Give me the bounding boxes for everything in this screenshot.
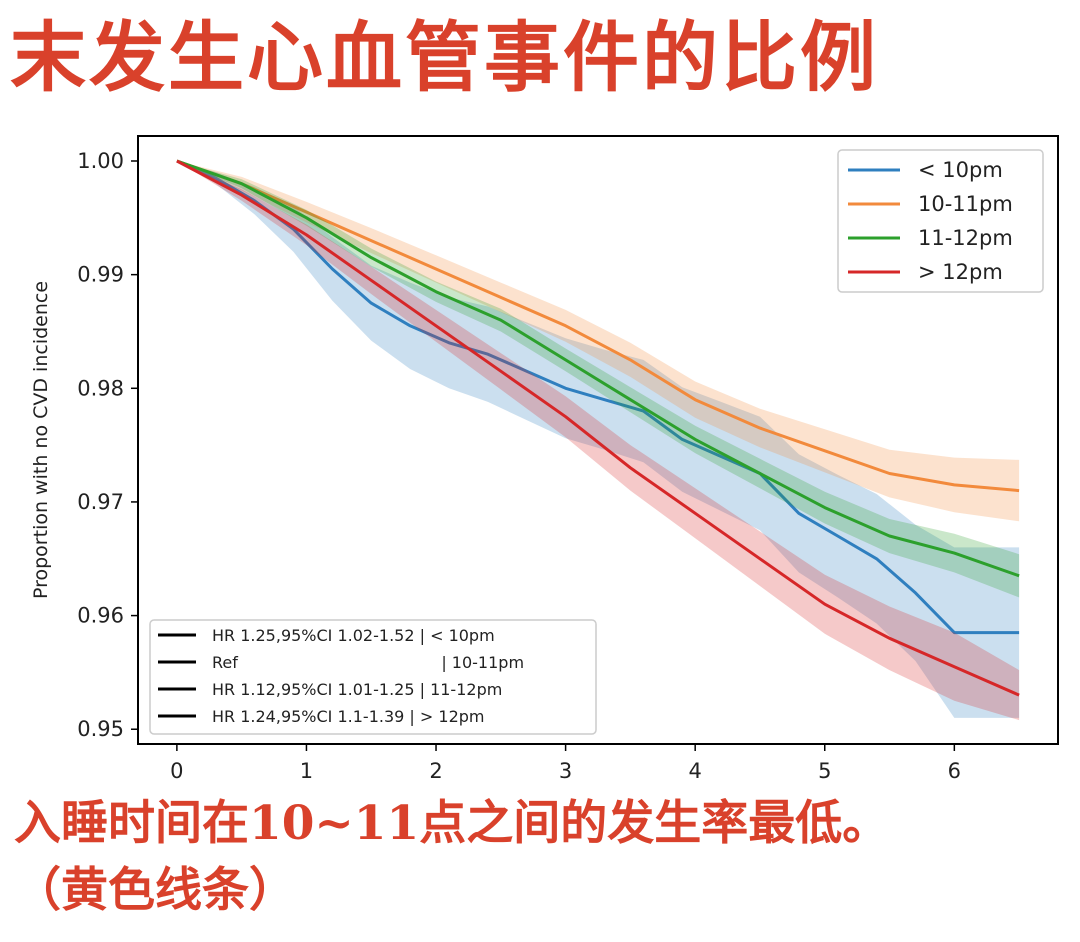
x-tick-label-3: 3 [559, 759, 572, 783]
legend-label-1: 10-11pm [918, 192, 1013, 216]
x-tick-label-4: 4 [688, 759, 701, 783]
ci-band-0 [176, 161, 1020, 718]
x-tick-label-5: 5 [818, 759, 831, 783]
axis-layer: 0 1 2 3 4 5 6 0.95 0.96 0.97 0.98 0.99 1.00 [77, 149, 961, 783]
legend-label-2: 11-12pm [918, 226, 1013, 250]
x-tick-label-2: 2 [429, 759, 442, 783]
survival-chart: 0 1 2 3 4 5 6 0.95 0.96 0.97 0.98 0.99 1.00 Proporti… [30, 135, 1059, 783]
series-legend: < 10pm 10-11pm 11-12pm > 12pm [837, 149, 1044, 293]
series-legend-box [837, 149, 1044, 293]
hr-legend-box [149, 619, 597, 735]
x-tick-label-0: 0 [170, 759, 183, 783]
legend-label-0: < 10pm [918, 158, 1003, 182]
series-line-1 [176, 159, 1020, 493]
page-title: 末发生心血管事件的比例 [10, 13, 879, 102]
y-tick-label-3: 0.98 [77, 376, 124, 400]
y-axis-label: Proportion with no CVD incidence [30, 281, 52, 599]
y-tick-label-0: 0.95 [77, 717, 124, 741]
series-line-0 [176, 159, 1020, 635]
y-tick-label-4: 0.99 [77, 263, 124, 287]
x-tick-label-1: 1 [300, 759, 313, 783]
hr-legend-label-1: Ref | 10-11pm [212, 653, 524, 672]
plot-frame [137, 135, 1059, 745]
y-tick-label-2: 0.97 [77, 490, 124, 514]
series-layer [176, 159, 1020, 721]
x-tick-label-6: 6 [948, 759, 961, 783]
y-tick-label-1: 0.96 [77, 604, 124, 628]
caption: 入睡时间在10~11点之间的发生率最低。 （黄色线条） [14, 790, 1074, 924]
ci-band-1 [176, 161, 1020, 522]
hr-legend-label-2: HR 1.12,95%CI 1.01-1.25 | 11-12pm [212, 680, 502, 699]
legend-label-3: > 12pm [918, 260, 1003, 284]
y-tick-label-5: 1.00 [77, 149, 124, 173]
caption-line-2: （黄色线条） [14, 863, 296, 918]
hr-legend-label-3: HR 1.24,95%CI 1.1-1.39 | > 12pm [212, 707, 484, 726]
series-line-3 [176, 159, 1020, 697]
hr-legend-label-0: HR 1.25,95%CI 1.02-1.52 | < 10pm [212, 626, 495, 645]
hr-legend: HR 1.25,95%CI 1.02-1.52 | < 10pm Ref | 10… [149, 619, 597, 735]
series-line-2 [176, 159, 1020, 578]
caption-line-1: 入睡时间在10~11点之间的发生率最低。 [14, 796, 890, 851]
